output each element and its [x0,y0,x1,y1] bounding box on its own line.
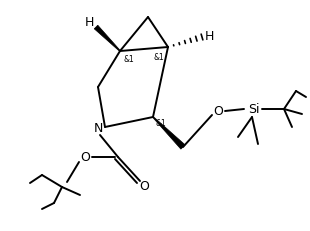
Text: O: O [80,151,90,164]
Text: N: N [94,122,103,135]
Text: O: O [139,180,149,193]
Text: Si: Si [248,103,260,116]
Text: O: O [213,105,223,118]
Polygon shape [153,117,185,149]
Polygon shape [94,26,120,52]
Text: &1: &1 [154,53,165,62]
Text: H: H [204,29,214,42]
Text: H: H [84,16,94,29]
Text: &1: &1 [155,119,166,128]
Text: &1: &1 [124,55,135,64]
